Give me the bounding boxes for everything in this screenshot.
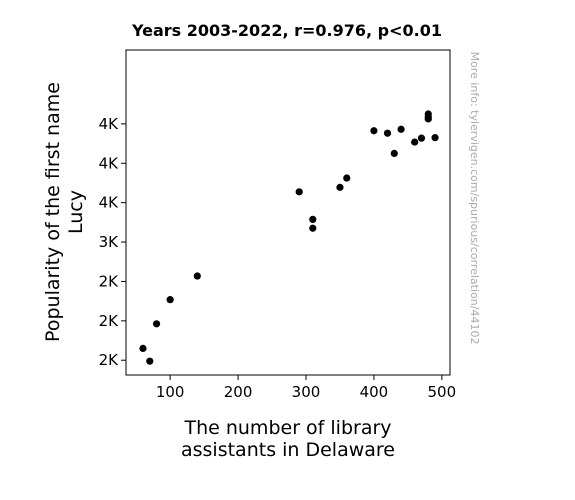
data-point bbox=[411, 138, 419, 146]
data-point bbox=[424, 115, 432, 123]
data-point bbox=[336, 183, 344, 191]
x-tick-label: 300 bbox=[292, 383, 321, 401]
chart-title: Years 2003-2022, r=0.976, p<0.01 bbox=[131, 21, 442, 40]
watermark-text: More info: tylervigen.com/spurious/corre… bbox=[468, 52, 481, 345]
y-tick-label: 2K bbox=[99, 312, 120, 330]
data-point bbox=[193, 272, 201, 280]
data-point bbox=[139, 344, 147, 353]
data-point bbox=[390, 149, 398, 158]
data-point bbox=[370, 127, 378, 135]
x-axis: 100 200 300 400 500 bbox=[156, 375, 456, 401]
data-points bbox=[139, 110, 439, 365]
x-tick-label: 500 bbox=[428, 383, 457, 401]
y-axis-label-line-1: Popularity of the first name bbox=[42, 82, 64, 342]
data-point bbox=[309, 224, 317, 232]
x-tick-label: 400 bbox=[360, 383, 389, 401]
y-axis: 2K 2K 2K 3K 4K 4K 4K bbox=[99, 115, 126, 369]
data-point bbox=[152, 320, 161, 328]
y-tick-label: 3K bbox=[99, 233, 120, 251]
y-tick-label: 4K bbox=[99, 115, 120, 133]
x-axis-label-line-1: The number of library bbox=[183, 417, 391, 439]
plot-area bbox=[125, 49, 451, 376]
data-point bbox=[343, 174, 351, 182]
data-point bbox=[397, 125, 405, 133]
y-tick-label: 2K bbox=[99, 351, 120, 369]
y-tick-label: 4K bbox=[99, 154, 120, 172]
data-point bbox=[424, 110, 432, 118]
data-point bbox=[295, 188, 303, 196]
x-tick-label: 100 bbox=[156, 383, 185, 401]
data-point bbox=[166, 296, 174, 304]
x-tick-label: 200 bbox=[224, 383, 253, 401]
y-axis-label-line-2: Lucy bbox=[65, 190, 87, 234]
y-tick-label: 4K bbox=[99, 194, 120, 212]
y-tick-label: 2K bbox=[99, 272, 120, 290]
data-point bbox=[309, 215, 317, 223]
data-point bbox=[431, 134, 439, 142]
data-point bbox=[146, 357, 154, 365]
x-axis-label-line-2: assistants in Delaware bbox=[181, 439, 395, 461]
data-point bbox=[417, 134, 426, 142]
data-point bbox=[383, 129, 392, 137]
